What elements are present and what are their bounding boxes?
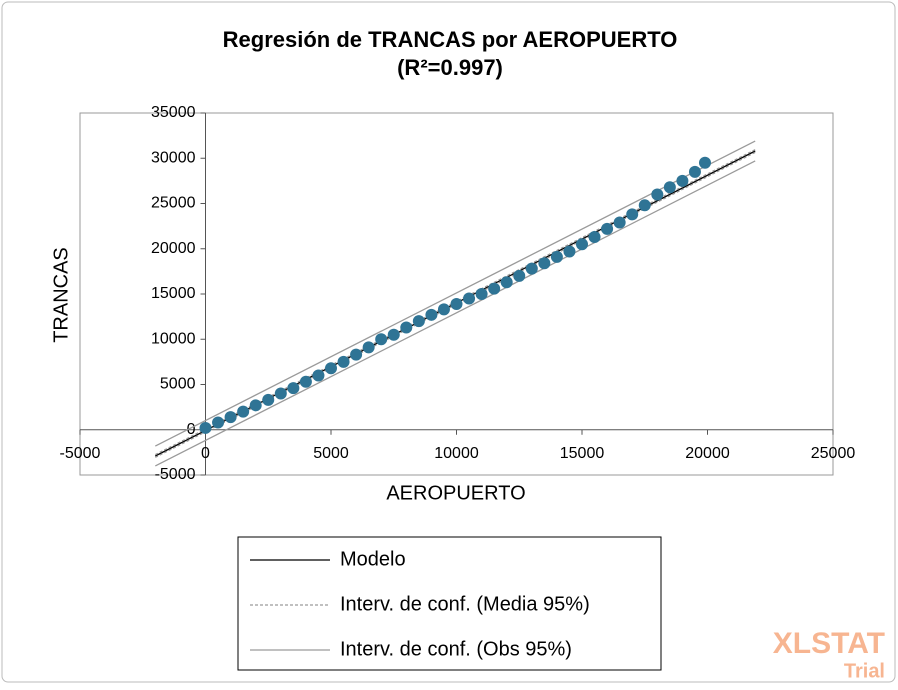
point [325, 362, 337, 375]
legend-label: Interv. de conf. (Obs 95%) [340, 638, 572, 660]
point [249, 399, 262, 412]
point [387, 328, 400, 341]
point [626, 208, 639, 221]
y-tick-label: -5000 [155, 466, 196, 483]
x-tick-label: -5000 [60, 445, 101, 462]
x-tick-label: 5000 [313, 445, 349, 462]
point [299, 375, 312, 388]
point [538, 257, 551, 270]
point [375, 333, 388, 346]
legend [237, 536, 662, 671]
y-tick-label: 15000 [151, 285, 196, 302]
point [613, 216, 626, 229]
y-tick-label: 20000 [151, 240, 196, 257]
point [676, 174, 689, 187]
point [337, 355, 350, 368]
x-tick-label: 10000 [434, 445, 479, 462]
point [601, 222, 614, 235]
point [274, 387, 287, 400]
point [425, 308, 438, 321]
point [588, 230, 601, 243]
point [651, 188, 664, 201]
watermark: XLSTAT [773, 627, 885, 660]
point [576, 238, 588, 251]
point [525, 262, 538, 275]
point [450, 297, 463, 310]
y-tick-label: 10000 [151, 330, 196, 347]
point [550, 250, 563, 263]
point [638, 199, 651, 212]
point [350, 348, 363, 361]
point [488, 282, 501, 295]
point [312, 369, 325, 382]
point [237, 405, 250, 418]
point [412, 315, 425, 328]
x-tick-label: 15000 [560, 445, 605, 462]
watermark: Trial [844, 660, 885, 682]
x-axis-title: AEROPUERTO [386, 482, 525, 504]
point [688, 165, 701, 178]
point [500, 276, 513, 289]
point [287, 382, 300, 395]
y-tick-label: 35000 [151, 104, 196, 121]
x-tick-label: 20000 [685, 445, 730, 462]
legend-label: Modelo [340, 548, 406, 570]
point [212, 416, 225, 429]
y-axis-title: TRANCAS [50, 247, 72, 343]
point [475, 288, 488, 300]
y-tick-label: 0 [187, 421, 196, 438]
point [698, 156, 711, 169]
x-tick-label: 0 [201, 445, 210, 462]
y-tick-label: 5000 [160, 376, 196, 393]
point [463, 292, 476, 305]
point [663, 181, 676, 194]
point [400, 321, 413, 334]
chart-subtitle: (R²=0.997) [397, 55, 503, 80]
point [224, 411, 237, 424]
x-tick-label: 25000 [811, 445, 856, 462]
y-tick-label: 30000 [151, 149, 196, 166]
point [513, 269, 526, 282]
legend-label: Interv. de conf. (Media 95%) [340, 593, 590, 615]
point [262, 393, 275, 406]
point [199, 421, 212, 434]
point [563, 245, 576, 258]
point [437, 303, 450, 316]
point [362, 341, 375, 354]
plot-area [79, 112, 834, 476]
y-tick-label: 25000 [151, 195, 196, 212]
interval-line [155, 160, 756, 467]
chart-title: Regresión de TRANCAS por AEROPUERTO [223, 27, 678, 52]
